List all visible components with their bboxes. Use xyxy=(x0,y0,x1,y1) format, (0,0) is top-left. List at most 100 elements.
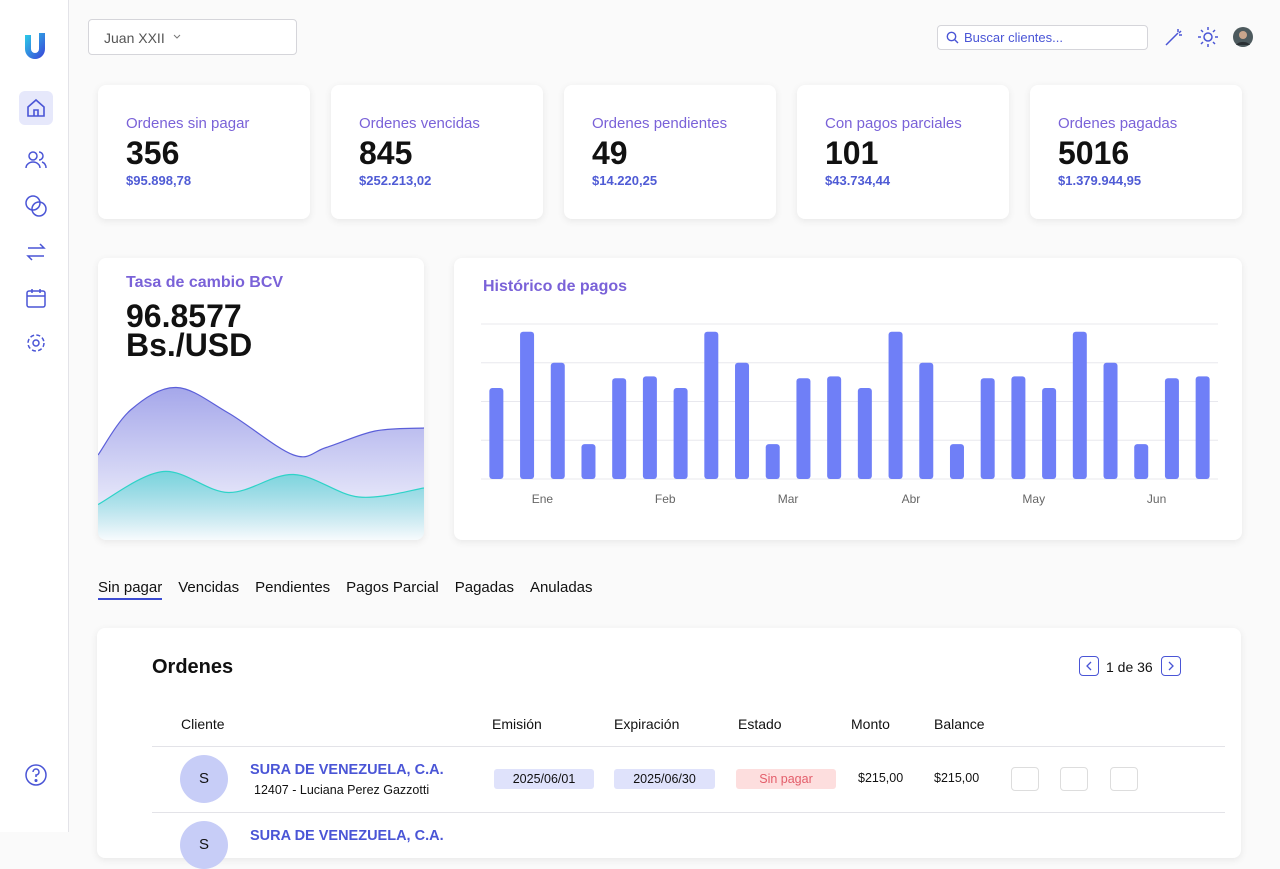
tab-underline xyxy=(98,598,163,600)
nav-groups[interactable] xyxy=(19,189,53,223)
area-fill xyxy=(98,471,424,540)
stat-count: 101 xyxy=(825,135,879,171)
orders-card xyxy=(97,628,1241,858)
stat-amount: $14.220,25 xyxy=(592,173,658,188)
row-action[interactable] xyxy=(1011,767,1039,791)
bar xyxy=(520,331,535,479)
next-page[interactable] xyxy=(1161,656,1181,676)
nav-help[interactable] xyxy=(19,758,53,792)
nav-home[interactable] xyxy=(19,91,53,125)
bar xyxy=(857,387,872,479)
exchange-value: 96.8577 Bs./USD xyxy=(126,298,253,363)
nav-calendar[interactable] xyxy=(19,281,53,315)
stat-label: Ordenes sin pagar xyxy=(126,115,250,132)
issued-date: 2025/06/01 xyxy=(494,769,594,789)
exchange-card: Tasa de cambio BCV 96.8577 Bs./USD xyxy=(98,258,424,540)
amount: $215,00 xyxy=(858,771,904,785)
stat-count: 5016 xyxy=(1058,135,1130,171)
x-tick-label: Mar xyxy=(778,492,799,506)
stat-amount: $1.379.944,95 xyxy=(1058,173,1142,188)
column-header: Monto xyxy=(851,716,890,732)
prev-page[interactable] xyxy=(1079,656,1099,676)
stat-amount: $95.898,78 xyxy=(126,173,192,188)
x-tick-label: Ene xyxy=(532,492,554,506)
area-line xyxy=(98,470,424,506)
stat-card: Ordenes pagadas 5016 $1.379.944,95 xyxy=(1030,85,1242,219)
client-avatar: S xyxy=(180,755,228,803)
stat-card: Ordenes sin pagar 356 $95.898,78 xyxy=(98,85,310,219)
stat-label: Ordenes vencidas xyxy=(359,115,480,132)
logo xyxy=(25,33,45,59)
status: Sin pagar xyxy=(736,769,836,789)
x-tick-label: May xyxy=(1022,492,1045,506)
column-header: Balance xyxy=(934,716,985,732)
stat-card: Con pagos parciales 101 $43.734,44 xyxy=(797,85,1009,219)
bar xyxy=(888,331,903,479)
search-box[interactable]: Buscar clientes... xyxy=(937,25,1148,50)
stat-label: Con pagos parciales xyxy=(825,115,962,132)
tab[interactable]: Vencidas xyxy=(178,579,240,596)
bar xyxy=(765,444,780,479)
tab[interactable]: Pendientes xyxy=(255,579,331,596)
expires-date: 2025/06/30 xyxy=(614,769,715,789)
row-action[interactable] xyxy=(1110,767,1138,791)
bar xyxy=(642,376,657,479)
row-divider xyxy=(152,746,1225,747)
bar xyxy=(704,331,719,479)
card-title: Tasa de cambio BCV xyxy=(126,274,284,291)
column-header: Expiración xyxy=(614,716,680,732)
stat-count: 49 xyxy=(592,135,628,171)
area-line xyxy=(98,386,424,458)
location-select[interactable]: Juan XXII xyxy=(88,19,297,55)
nav-transfers[interactable] xyxy=(19,235,53,269)
bar xyxy=(612,378,627,479)
bar-chart: Ene Feb Mar Abr May Jun xyxy=(481,323,1218,506)
nav-settings[interactable] xyxy=(19,326,53,360)
area-chart xyxy=(98,386,424,540)
column-header: Estado xyxy=(738,716,782,732)
theme-toggle[interactable] xyxy=(1197,26,1219,48)
stat-amount: $252.213,02 xyxy=(359,173,432,188)
bar xyxy=(1134,444,1149,479)
balance: $215,00 xyxy=(934,771,980,785)
stat-count: 356 xyxy=(126,135,180,171)
x-tick-label: Feb xyxy=(655,492,676,506)
user-avatar[interactable] xyxy=(1233,27,1253,47)
sidebar xyxy=(0,0,69,832)
bar xyxy=(550,362,565,479)
row-divider xyxy=(152,812,1225,813)
bar xyxy=(1042,387,1057,479)
client-avatar: S xyxy=(180,821,228,869)
pagination: 1 de 36 xyxy=(1106,659,1153,675)
stat-amount: $43.734,44 xyxy=(825,173,891,188)
tab[interactable]: Sin pagar xyxy=(98,579,163,596)
stat-label: Ordenes pendientes xyxy=(592,115,728,132)
bar xyxy=(489,387,504,479)
client-name[interactable]: SURA DE VENEZUELA, C.A. xyxy=(250,762,444,778)
tab[interactable]: Pagadas xyxy=(454,579,514,596)
magic-button[interactable] xyxy=(1163,26,1185,48)
column-header: Cliente xyxy=(181,716,225,732)
rate-unit: Bs./USD xyxy=(126,327,253,363)
tab[interactable]: Pagos Parcial xyxy=(346,579,439,596)
nav-clients[interactable] xyxy=(19,143,53,177)
row-action[interactable] xyxy=(1060,767,1088,791)
client-name[interactable]: SURA DE VENEZUELA, C.A. xyxy=(250,828,444,844)
search-icon xyxy=(946,31,959,44)
stat-card: Ordenes vencidas 845 $252.213,02 xyxy=(331,85,543,219)
location-label: Juan XXII xyxy=(104,30,165,46)
stat-card: Ordenes pendientes 49 $14.220,25 xyxy=(564,85,776,219)
bar xyxy=(1195,376,1210,479)
card-title: Histórico de pagos xyxy=(483,278,628,295)
bar xyxy=(796,378,811,479)
bar xyxy=(735,362,750,479)
tab[interactable]: Anuladas xyxy=(529,579,593,596)
x-tick-label: Abr xyxy=(902,492,921,506)
orders-title: Ordenes xyxy=(152,656,234,678)
bar xyxy=(949,444,964,479)
client-contact: 12407 - Luciana Perez Gazzotti xyxy=(254,783,430,797)
rate: 96.8577 xyxy=(126,298,242,334)
stat-label: Ordenes pagadas xyxy=(1058,115,1178,132)
bar xyxy=(919,362,934,479)
column-header: Emisión xyxy=(492,716,542,732)
